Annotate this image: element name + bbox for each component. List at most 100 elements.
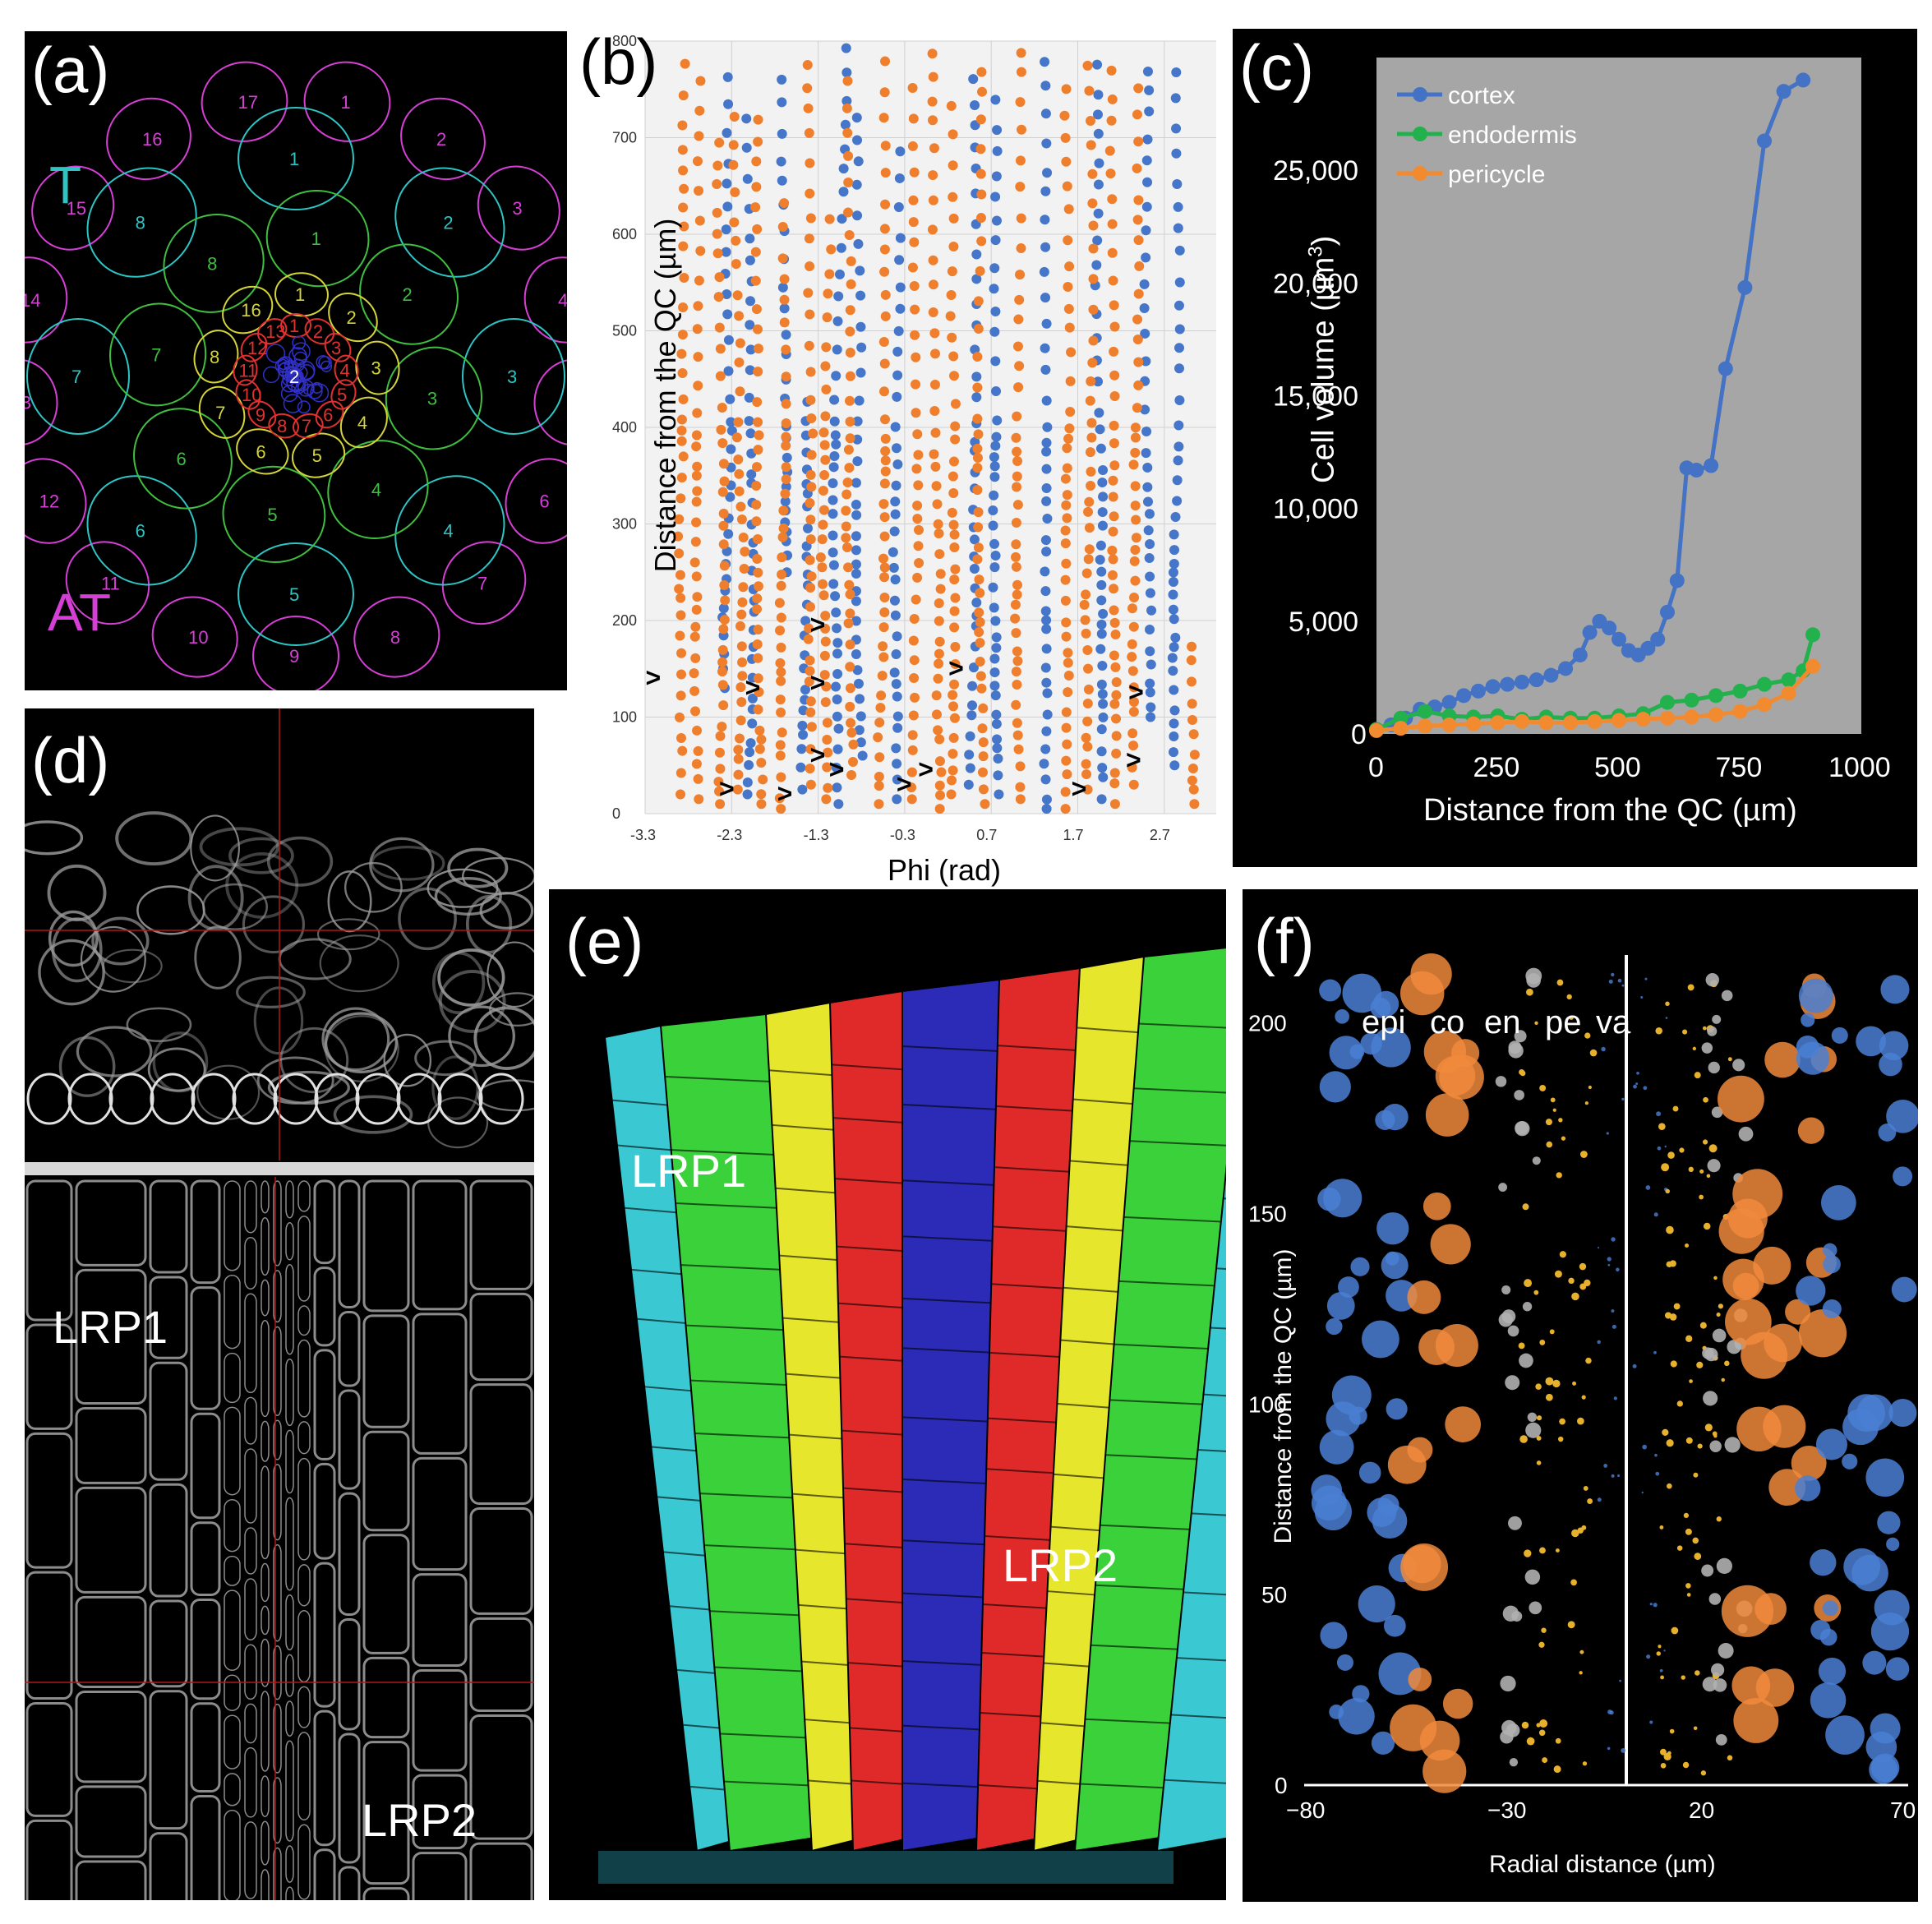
- cell-wall: [190, 1702, 221, 1793]
- series-point-pericycle: [1587, 713, 1602, 729]
- cell-bubble: [1643, 1086, 1648, 1091]
- cell-point: [845, 371, 855, 381]
- cell-point: [1144, 509, 1155, 519]
- cell-point: [1168, 589, 1178, 600]
- cell-point: [909, 672, 920, 683]
- cell-point: [1063, 687, 1073, 698]
- cell-point: [851, 596, 861, 607]
- cell-point: [775, 750, 786, 761]
- cell-point: [1062, 463, 1072, 473]
- cell-point: [851, 179, 862, 190]
- cell-bubble: [1358, 1461, 1381, 1484]
- cell-point: [1109, 778, 1120, 789]
- cell-point: [691, 759, 702, 769]
- cell-bubble: [1616, 1267, 1620, 1272]
- cell-point: [1141, 252, 1151, 263]
- cell-point: [934, 804, 945, 814]
- cell-boundary: [1077, 1027, 1141, 1034]
- cell-point: [843, 445, 854, 455]
- cell-point: [690, 621, 701, 632]
- cell-point: [878, 641, 888, 652]
- branch-arrow: >: [810, 610, 826, 639]
- cell-point: [891, 443, 901, 454]
- series-point-cortex: [1757, 133, 1772, 149]
- epidermis-at-cell: [65, 541, 150, 625]
- cell-point: [820, 361, 831, 371]
- cell-bubble: [1572, 1381, 1577, 1386]
- cell-bubble: [1891, 1276, 1917, 1303]
- cell-point: [1170, 512, 1181, 523]
- cell-point: [1169, 685, 1179, 695]
- series-point-pericycle: [1781, 685, 1796, 701]
- cell-point: [1111, 676, 1122, 687]
- cell-wall: [285, 1654, 294, 1697]
- pericycle-number: 1: [289, 316, 299, 336]
- cell-point: [928, 307, 938, 317]
- phi-distance-scatter: -3.3 -2.3 -1.3 -0.3 0.7 1.7 2.7010020030040050…: [612, 33, 1216, 843]
- cell-point: [753, 445, 763, 455]
- cell-point: [752, 224, 763, 234]
- cell-point: [908, 113, 919, 124]
- cell-point: [991, 643, 1002, 653]
- cell-point: [1131, 533, 1141, 543]
- cell-point: [1083, 684, 1094, 694]
- cell-bubble: [1666, 1439, 1674, 1447]
- cell-point: [948, 351, 959, 362]
- cell-point: [874, 717, 885, 728]
- cell-point: [1015, 794, 1026, 805]
- cell-point: [774, 598, 785, 608]
- cell-point: [1108, 491, 1118, 502]
- cortex-number: 2: [403, 284, 413, 305]
- cell-point: [1081, 628, 1091, 639]
- cell-bubble: [1685, 1335, 1693, 1343]
- cell-point: [777, 221, 788, 232]
- cell-point: [851, 510, 862, 520]
- cell-point: [1081, 589, 1091, 600]
- cell-point: [854, 395, 865, 406]
- cell-point: [832, 711, 842, 722]
- cell-point: [1109, 799, 1120, 810]
- cell-point: [991, 632, 1002, 643]
- series-point-pericycle: [1538, 715, 1554, 731]
- vascular-cell: [283, 394, 303, 413]
- cell-outline: [316, 918, 380, 951]
- cell-point: [969, 564, 980, 574]
- cell-point: [753, 653, 763, 663]
- cell-point: [1128, 706, 1139, 717]
- cell-point: [676, 493, 686, 504]
- cell-point: [1096, 629, 1107, 639]
- cell-point: [745, 320, 755, 330]
- y-label-text: Cell volume (µm: [1306, 256, 1341, 483]
- cell-bubble: [1672, 1105, 1679, 1112]
- cell-point: [989, 472, 1000, 482]
- cell-point: [990, 235, 1001, 246]
- cell-bubble: [1699, 1322, 1707, 1329]
- cell-point: [1087, 198, 1098, 209]
- cell-point: [913, 541, 924, 551]
- cell-point: [1173, 223, 1183, 233]
- epidermis-t-cell: [462, 318, 565, 435]
- pericycle-cell: [233, 354, 258, 386]
- cell-point: [935, 790, 946, 801]
- cell-point: [1011, 667, 1021, 677]
- branch-arrow: >: [777, 779, 793, 809]
- cell-bubble: [1662, 1428, 1669, 1436]
- cell-bubble: [1796, 1041, 1830, 1075]
- cell-bubble: [1568, 1277, 1575, 1285]
- cell-boundary: [901, 1416, 1001, 1423]
- cell-bubble: [1644, 977, 1648, 980]
- cell-bubble: [1682, 1029, 1688, 1035]
- cell-bubble: [1764, 1323, 1802, 1363]
- branch-arrow: >: [948, 653, 964, 683]
- cell-bubble: [1607, 1746, 1611, 1751]
- cell-point: [821, 794, 832, 805]
- cell-bubble: [1733, 1697, 1779, 1743]
- cell-bubble: [1403, 1544, 1441, 1584]
- cell-wall: [297, 1339, 311, 1418]
- vascular-cell: [292, 335, 307, 350]
- cell-point: [1186, 676, 1197, 687]
- cell-point: [725, 394, 735, 404]
- cell-point: [1140, 404, 1150, 415]
- cell-wall: [273, 1464, 282, 1541]
- branch-arrow: >: [829, 754, 845, 784]
